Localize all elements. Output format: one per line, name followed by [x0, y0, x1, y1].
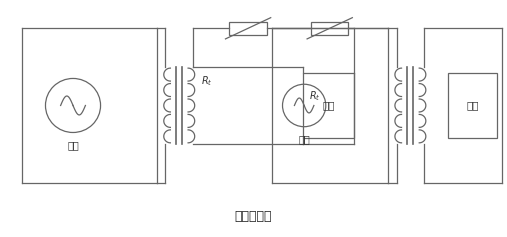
Text: 负载: 负载: [322, 100, 335, 110]
Bar: [303, 73, 354, 138]
Text: $R_t$: $R_t$: [309, 89, 321, 103]
Text: 负载: 负载: [466, 100, 479, 110]
Text: 电源: 电源: [67, 140, 79, 150]
Bar: [448, 73, 497, 138]
Text: 应用示意图: 应用示意图: [234, 210, 272, 223]
Text: $R_t$: $R_t$: [201, 75, 212, 88]
Bar: [311, 22, 348, 35]
Text: 电源: 电源: [298, 134, 310, 144]
Bar: [229, 22, 267, 35]
